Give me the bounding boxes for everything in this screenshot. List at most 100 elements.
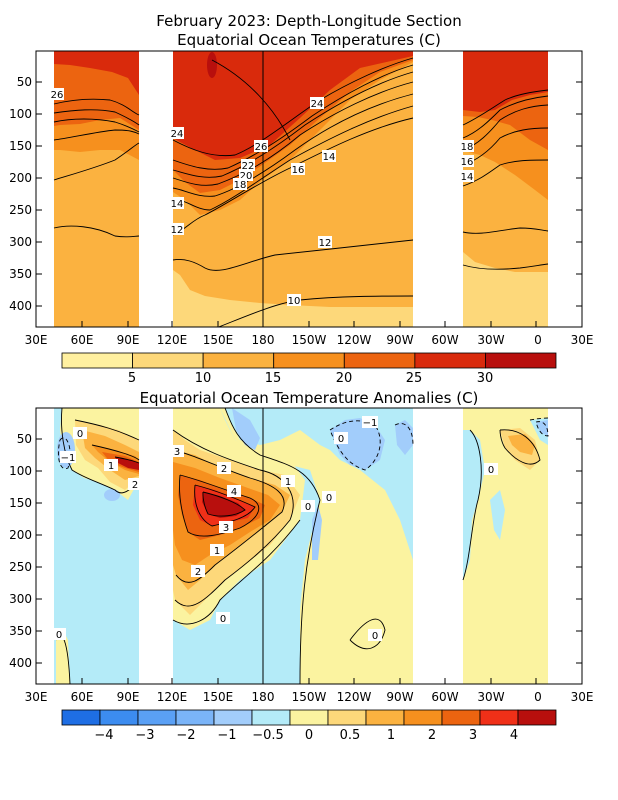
- colorbar-swatch: [441, 709, 481, 726]
- colorbar-tick-label: −2: [176, 728, 195, 743]
- contour-label: 26: [255, 142, 268, 153]
- y-tick-label: 250: [9, 203, 32, 217]
- y-tick-label: 50: [17, 75, 32, 89]
- contour-label: −1: [61, 453, 76, 464]
- x-tick-label: 150W: [292, 690, 327, 704]
- colorbar-tick-label: 4: [510, 728, 518, 743]
- contour-label: 3: [223, 523, 229, 534]
- colorbar-swatch: [479, 709, 519, 726]
- y-tick-label: 100: [9, 464, 32, 478]
- x-tick-label: 0: [534, 333, 542, 347]
- colorbar-swatch: [213, 709, 253, 726]
- colorbar-swatch: [343, 352, 416, 369]
- y-tick-label: 400: [9, 656, 32, 670]
- contour-label: 22: [242, 161, 255, 172]
- contour-label: 0: [372, 631, 378, 642]
- y-tick-label: 100: [9, 107, 32, 121]
- x-tick-label: 60W: [431, 690, 458, 704]
- colorbar-tick-label: 10: [195, 371, 212, 386]
- colorbar-swatch: [175, 709, 215, 726]
- colorbar-swatch: [251, 709, 291, 726]
- x-tick-label: 120W: [337, 690, 372, 704]
- x-tick-label: 120E: [157, 690, 188, 704]
- colorbar-swatch: [485, 352, 557, 369]
- contour-label: 0: [305, 502, 311, 513]
- contour-label: 16: [292, 165, 305, 176]
- colorbar-swatch: [403, 709, 443, 726]
- anomaly-colorbar: −4 −3 −2 −1 −0.5 0 0.5 1 2 3 4: [61, 709, 557, 743]
- x-tick-label: 30E: [571, 333, 594, 347]
- contour-label: 0: [326, 493, 332, 504]
- temperature-fill: [54, 51, 548, 327]
- contour-label: 1: [285, 477, 291, 488]
- y-tick-label: 350: [9, 267, 32, 281]
- colorbar-tick-label: 0.5: [340, 728, 361, 743]
- colorbar-swatch: [517, 709, 557, 726]
- anomaly-section: 0 −1 1 2 3 2 4 3 1 2 1 0 0 0 0 −1 0 0 0: [9, 407, 594, 743]
- colorbar-swatch: [273, 352, 345, 369]
- contour-label: 14: [461, 172, 474, 183]
- y-tick-label: 50: [17, 432, 32, 446]
- contour-label: 24: [311, 99, 324, 110]
- colorbar-swatch: [414, 352, 486, 369]
- colorbar-swatch: [61, 352, 133, 369]
- x-tick-label: 30W: [477, 333, 504, 347]
- contour-label: 16: [461, 157, 474, 168]
- contour-label: 14: [323, 152, 336, 163]
- x-tick-label: 150W: [292, 333, 327, 347]
- y-tick-label: 400: [9, 299, 32, 313]
- x-tick-label: 120E: [157, 333, 188, 347]
- x-tick-label: 60E: [71, 690, 94, 704]
- colorbar-tick-label: 2: [428, 728, 436, 743]
- contour-label: −1: [363, 418, 378, 429]
- contour-label: 0: [56, 630, 62, 641]
- colorbar-swatch: [61, 709, 101, 726]
- colorbar-tick-label: 15: [265, 371, 282, 386]
- colorbar-tick-label: −0.5: [252, 728, 284, 743]
- colorbar-tick-label: 5: [128, 371, 136, 386]
- x-tick-label: 90E: [117, 690, 140, 704]
- contour-label: 0: [77, 429, 83, 440]
- x-tick-label: 150E: [203, 333, 234, 347]
- contour-label: 18: [461, 142, 474, 153]
- x-tick-label: 30E: [25, 333, 48, 347]
- x-tick-label: 150E: [203, 690, 234, 704]
- x-tick-label: 60W: [431, 333, 458, 347]
- x-tick-label: 90W: [386, 690, 413, 704]
- y-tick-label: 250: [9, 560, 32, 574]
- contour-label: 20: [240, 171, 253, 182]
- contour-label: 12: [171, 225, 184, 236]
- contour-label: 14: [171, 199, 184, 210]
- colorbar-tick-label: 3: [469, 728, 477, 743]
- contour-label: 2: [195, 567, 201, 578]
- y-tick-label: 150: [9, 139, 32, 153]
- anomaly-x-axis: 30E 60E 90E 120E 150E 180 150W 120W 90W …: [25, 678, 594, 704]
- x-tick-label: 90E: [117, 333, 140, 347]
- contour-label: 1: [108, 461, 114, 472]
- anomaly-title: Equatorial Ocean Temperature Anomalies (…: [140, 389, 479, 407]
- x-tick-label: 60E: [71, 333, 94, 347]
- anomaly-contour-labels: 0 −1 1 2 3 2 4 3 1 2 1 0 0 0 0 −1 0 0 0: [52, 416, 498, 642]
- temperature-contour-labels: 26 24 26 24 22 20 18 16 14 14 12 12 10 1…: [50, 88, 474, 307]
- x-tick-label: 180: [252, 690, 275, 704]
- x-tick-label: 30E: [25, 690, 48, 704]
- colorbar-tick-label: −4: [94, 728, 113, 743]
- x-tick-label: 0: [534, 690, 542, 704]
- temperature-y-axis: 50 100 150 200 250 300 350 400: [9, 75, 582, 313]
- colorbar-swatch: [137, 709, 177, 726]
- temperature-colorbar: 5 10 15 20 25 30: [61, 352, 557, 386]
- contour-label: 26: [51, 90, 64, 101]
- anomaly-y-axis: 50 100 150 200 250 300 350 400: [9, 432, 582, 670]
- contour-label: 0: [338, 434, 344, 445]
- colorbar-tick-label: 30: [477, 371, 494, 386]
- colorbar-tick-label: 20: [336, 371, 353, 386]
- x-tick-label: 30E: [571, 690, 594, 704]
- colorbar-swatch: [365, 709, 405, 726]
- x-tick-label: 180: [252, 333, 275, 347]
- x-tick-label: 120W: [337, 333, 372, 347]
- title-line1: February 2023: Depth-Longitude Section: [156, 12, 461, 30]
- y-tick-label: 300: [9, 592, 32, 606]
- contour-label: 18: [234, 180, 247, 191]
- contour-label: 1: [214, 546, 220, 557]
